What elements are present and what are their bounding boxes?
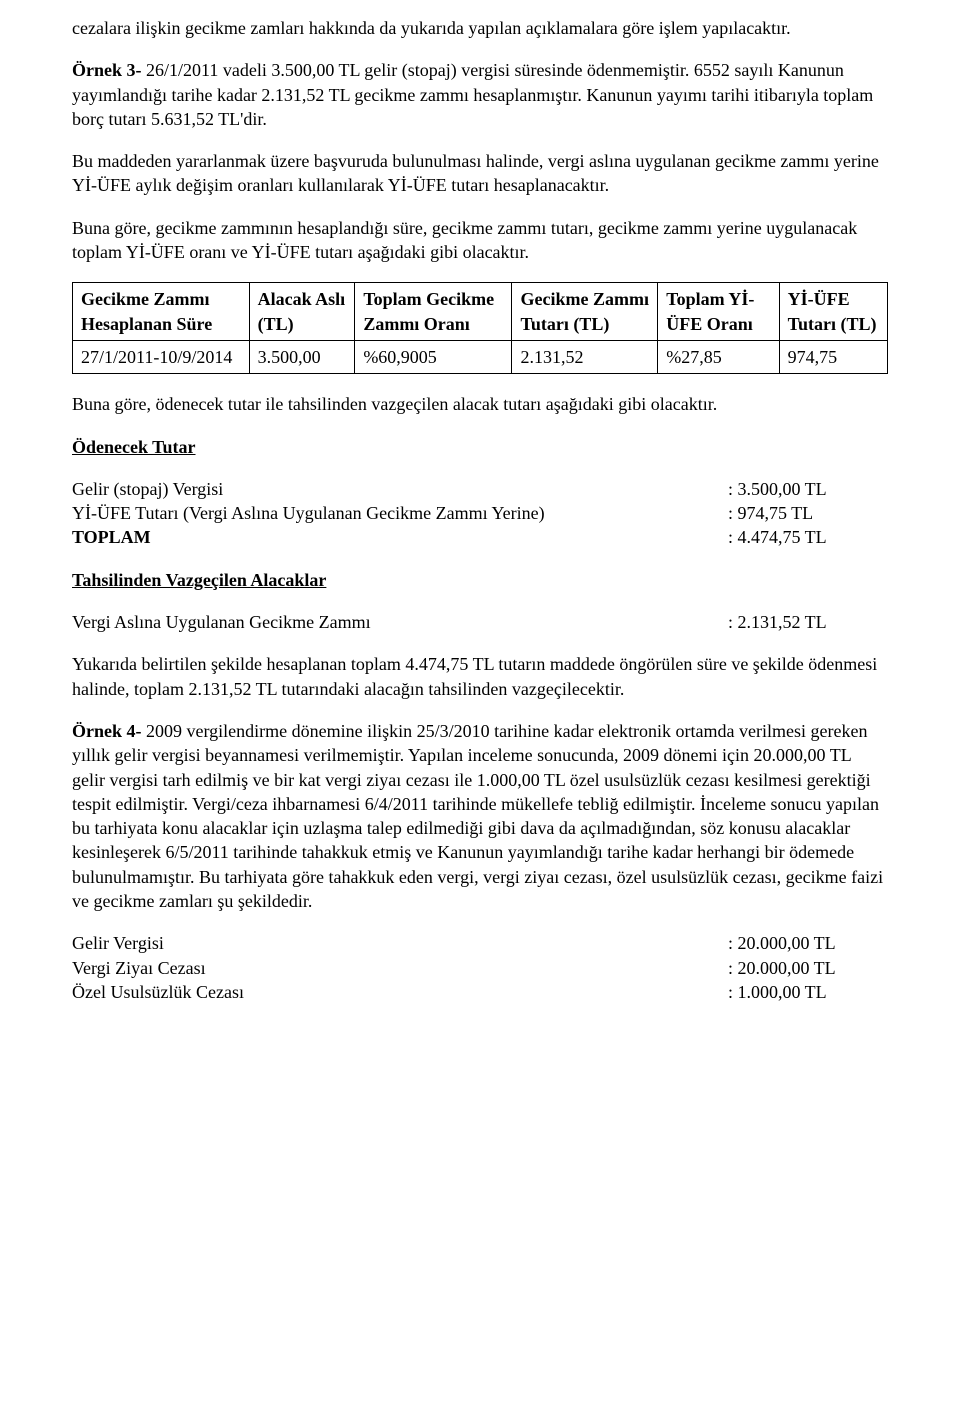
table-cell: 974,75 — [779, 340, 887, 373]
kv-row: Özel Usulsüzlük Cezası : 1.000,00 TL — [72, 980, 888, 1004]
kv-value: : 2.131,52 TL — [728, 610, 888, 634]
table-header: Yİ-ÜFE Tutarı (TL) — [779, 283, 887, 341]
table-row: 27/1/2011-10/9/2014 3.500,00 %60,9005 2.… — [73, 340, 888, 373]
kv-value: : 974,75 TL — [728, 501, 888, 525]
table-header: Gecikme Zammı Hesaplanan Süre — [73, 283, 250, 341]
vazgecilen-heading: Tahsilinden Vazgeçilen Alacaklar — [72, 568, 888, 592]
kv-row: Vergi Aslına Uygulanan Gecikme Zammı : 2… — [72, 610, 888, 634]
kv-label: Vergi Aslına Uygulanan Gecikme Zammı — [72, 610, 728, 634]
odenecek-tutar-heading: Ödenecek Tutar — [72, 435, 888, 459]
example3-label: Örnek 3- — [72, 60, 142, 80]
table-header-row: Gecikme Zammı Hesaplanan Süre Alacak Asl… — [73, 283, 888, 341]
kv-label-total: TOPLAM — [72, 525, 728, 549]
kv-row: TOPLAM : 4.474,75 TL — [72, 525, 888, 549]
kv-row: Yİ-ÜFE Tutarı (Vergi Aslına Uygulanan Ge… — [72, 501, 888, 525]
paragraph-5: Buna göre, ödenecek tutar ile tahsilinde… — [72, 392, 888, 416]
kv-value: : 4.474,75 TL — [728, 525, 888, 549]
kv-value: : 20.000,00 TL — [728, 931, 888, 955]
table-cell: 27/1/2011-10/9/2014 — [73, 340, 250, 373]
kv-value: : 3.500,00 TL — [728, 477, 888, 501]
kv-label: Özel Usulsüzlük Cezası — [72, 980, 728, 1004]
paragraph-4: Buna göre, gecikme zammının hesaplandığı… — [72, 216, 888, 265]
table-cell: 3.500,00 — [249, 340, 355, 373]
paragraph-3: Bu maddeden yararlanmak üzere başvuruda … — [72, 149, 888, 198]
table-header: Toplam Yİ-ÜFE Oranı — [658, 283, 779, 341]
kv-label: Vergi Ziyaı Cezası — [72, 956, 728, 980]
kv-label: Gelir (stopaj) Vergisi — [72, 477, 728, 501]
kv-value: : 20.000,00 TL — [728, 956, 888, 980]
vazgecilen-list: Vergi Aslına Uygulanan Gecikme Zammı : 2… — [72, 610, 888, 634]
kv-row: Vergi Ziyaı Cezası : 20.000,00 TL — [72, 956, 888, 980]
table-cell: %60,9005 — [355, 340, 512, 373]
example3-text: 26/1/2011 vadeli 3.500,00 TL gelir (stop… — [72, 60, 873, 129]
table-cell: 2.131,52 — [512, 340, 658, 373]
kv-row: Gelir (stopaj) Vergisi : 3.500,00 TL — [72, 477, 888, 501]
ornek4-list: Gelir Vergisi : 20.000,00 TL Vergi Ziyaı… — [72, 931, 888, 1004]
calculation-table: Gecikme Zammı Hesaplanan Süre Alacak Asl… — [72, 282, 888, 374]
example4-text: 2009 vergilendirme dönemine ilişkin 25/3… — [72, 721, 883, 911]
odenecek-list: Gelir (stopaj) Vergisi : 3.500,00 TL Yİ-… — [72, 477, 888, 550]
paragraph-continuation: cezalara ilişkin gecikme zamları hakkınd… — [72, 16, 888, 40]
kv-label: Yİ-ÜFE Tutarı (Vergi Aslına Uygulanan Ge… — [72, 501, 728, 525]
kv-value: : 1.000,00 TL — [728, 980, 888, 1004]
table-cell: %27,85 — [658, 340, 779, 373]
kv-row: Gelir Vergisi : 20.000,00 TL — [72, 931, 888, 955]
table-header: Toplam Gecikme Zammı Oranı — [355, 283, 512, 341]
paragraph-6: Yukarıda belirtilen şekilde hesaplanan t… — [72, 652, 888, 701]
table-header: Gecikme Zammı Tutarı (TL) — [512, 283, 658, 341]
example4-label: Örnek 4- — [72, 721, 142, 741]
paragraph-example3: Örnek 3- 26/1/2011 vadeli 3.500,00 TL ge… — [72, 58, 888, 131]
paragraph-example4: Örnek 4- 2009 vergilendirme dönemine ili… — [72, 719, 888, 913]
kv-label: Gelir Vergisi — [72, 931, 728, 955]
table-header: Alacak Aslı (TL) — [249, 283, 355, 341]
